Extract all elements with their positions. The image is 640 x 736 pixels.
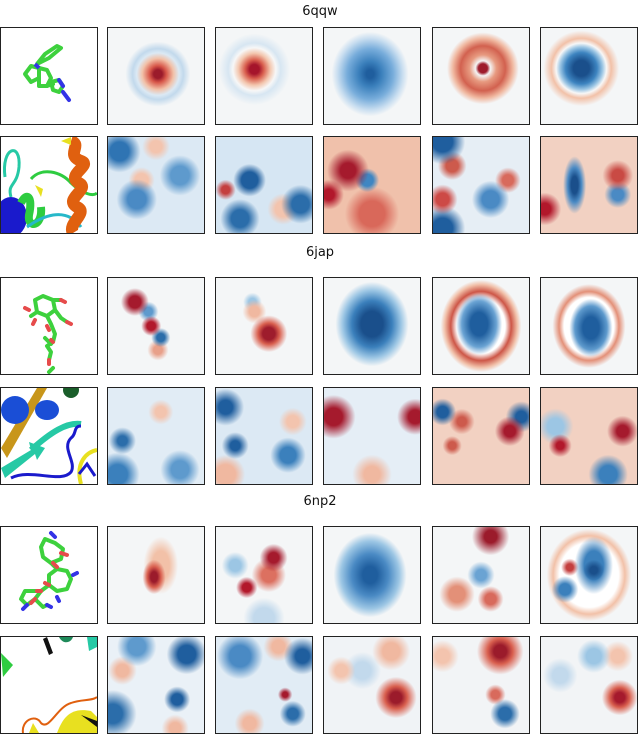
heatmap-6np2-r2-3 (323, 636, 421, 734)
protein-cartoon-icon (1, 137, 97, 233)
heatmap-6jap-r2-4 (432, 387, 530, 485)
heatmap-6qqw-r1-5 (540, 27, 638, 125)
heatmap-6np2-r1-3 (323, 526, 421, 624)
heatmap-6jap-r1-5 (540, 277, 638, 375)
protein-structure-6np2 (0, 636, 98, 734)
ligand-molecule-icon (23, 44, 71, 102)
heatmap-6qqw-r2-2 (215, 136, 313, 234)
heatmap-6jap-r1-3 (323, 277, 421, 375)
heatmap-6jap-r1-1 (107, 277, 205, 375)
heatmap-6jap-r2-1 (107, 387, 205, 485)
group-title-6qqw: 6qqw (302, 4, 338, 19)
protein-cartoon-icon (1, 388, 97, 484)
heatmap-6qqw-r1-1 (107, 27, 205, 125)
ligand-structure-6np2 (0, 526, 98, 624)
heatmap-6qqw-r1-2 (215, 27, 313, 125)
protein-structure-6jap (0, 387, 98, 485)
protein-cartoon-icon (1, 637, 97, 733)
heatmap-6np2-r2-5 (540, 636, 638, 734)
heatmap-6qqw-r2-3 (323, 136, 421, 234)
ligand-structure-6jap (0, 277, 98, 375)
heatmap-6qqw-r2-1 (107, 136, 205, 234)
heatmap-6np2-r1-5 (540, 526, 638, 624)
heatmap-6qqw-r2-4 (432, 136, 530, 234)
group-title-6jap: 6jap (305, 245, 335, 260)
heatmap-6qqw-r1-3 (323, 27, 421, 125)
ligand-molecule-icon (19, 531, 79, 611)
ligand-molecule-icon (23, 294, 73, 374)
heatmap-6np2-r2-2 (215, 636, 313, 734)
protein-structure-6qqw (0, 136, 98, 234)
heatmap-6np2-r1-1 (107, 526, 205, 624)
heatmap-6jap-r2-5 (540, 387, 638, 485)
heatmap-6jap-r2-3 (323, 387, 421, 485)
heatmap-6np2-r2-4 (432, 636, 530, 734)
heatmap-6jap-r1-4 (432, 277, 530, 375)
heatmap-6np2-r1-2 (215, 526, 313, 624)
heatmap-6qqw-r1-4 (432, 27, 530, 125)
heatmap-6np2-r1-4 (432, 526, 530, 624)
heatmap-6qqw-r2-5 (540, 136, 638, 234)
heatmap-6jap-r2-2 (215, 387, 313, 485)
heatmap-6np2-r2-1 (107, 636, 205, 734)
ligand-structure-6qqw (0, 27, 98, 125)
heatmap-6jap-r1-2 (215, 277, 313, 375)
group-title-6np2: 6np2 (303, 494, 337, 509)
